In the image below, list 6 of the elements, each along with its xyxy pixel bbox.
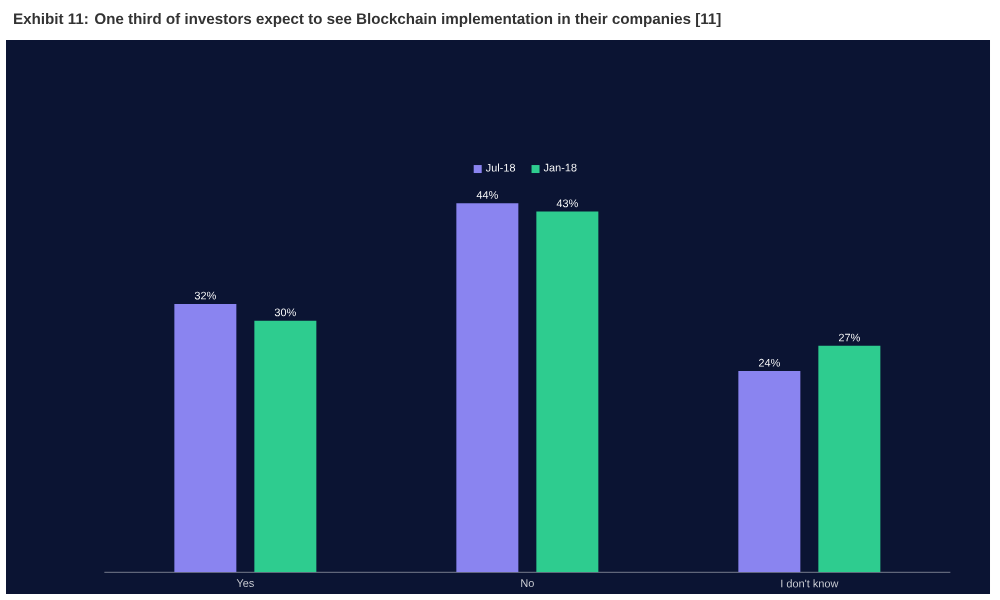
bar bbox=[456, 203, 519, 573]
bar bbox=[174, 303, 237, 573]
bar bbox=[254, 320, 317, 573]
bar bbox=[738, 370, 801, 573]
bar bbox=[818, 345, 881, 573]
bar bbox=[536, 211, 599, 573]
